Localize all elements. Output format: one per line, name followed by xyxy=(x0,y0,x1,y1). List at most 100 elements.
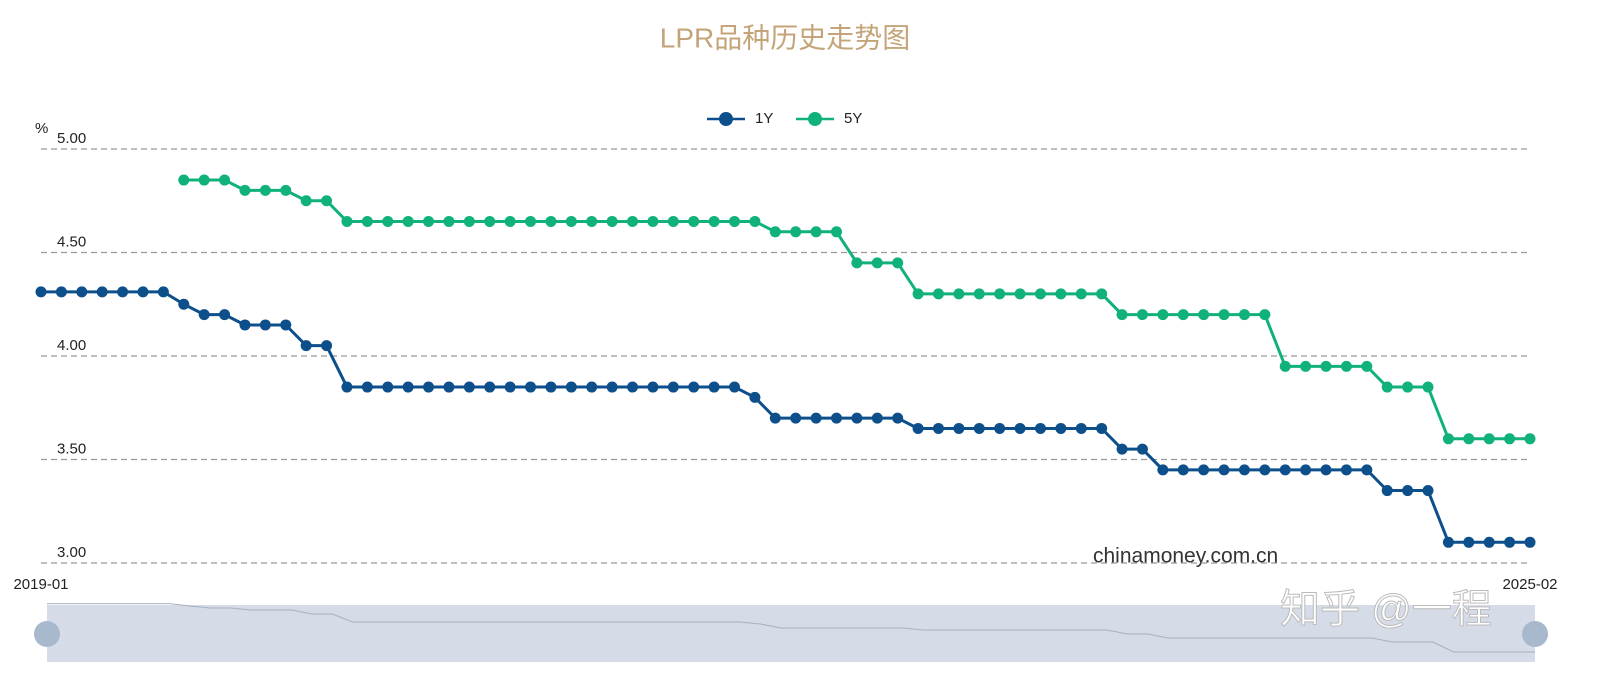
zoom-preview-line xyxy=(47,603,1535,653)
data-point xyxy=(1279,464,1291,476)
data-point xyxy=(463,381,475,393)
data-point xyxy=(300,195,312,207)
data-point xyxy=(1340,360,1352,372)
data-point xyxy=(1096,422,1108,434)
data-point xyxy=(912,422,924,434)
data-point xyxy=(830,412,842,424)
data-point xyxy=(1504,536,1516,548)
data-point xyxy=(1524,433,1536,445)
data-point xyxy=(1116,309,1128,321)
data-point xyxy=(1381,485,1393,497)
data-point xyxy=(137,286,149,298)
y-tick-label: 4.00 xyxy=(57,337,86,354)
data-point xyxy=(688,215,700,227)
data-point xyxy=(1279,360,1291,372)
data-point xyxy=(525,215,537,227)
data-point xyxy=(382,215,394,227)
zoom-track xyxy=(47,605,1535,662)
data-point xyxy=(1014,422,1026,434)
data-point xyxy=(525,381,537,393)
y-tick-label: 5.00 xyxy=(57,130,86,147)
data-point xyxy=(219,174,231,186)
data-point xyxy=(973,288,985,300)
data-point xyxy=(932,422,944,434)
data-point xyxy=(1238,309,1250,321)
data-point xyxy=(484,381,496,393)
data-point xyxy=(1218,464,1230,476)
data-point xyxy=(851,257,863,269)
zoom-handle[interactable] xyxy=(34,621,60,647)
data-point xyxy=(1014,288,1026,300)
chart-title: LPR品种历史走势图 xyxy=(660,22,910,53)
data-point xyxy=(1422,381,1434,393)
data-point xyxy=(1177,309,1189,321)
data-point xyxy=(117,286,129,298)
data-point xyxy=(198,309,210,321)
data-point xyxy=(769,412,781,424)
data-point xyxy=(423,215,435,227)
data-point xyxy=(361,381,373,393)
data-point xyxy=(1381,381,1393,393)
data-point xyxy=(178,174,190,186)
data-point xyxy=(402,215,414,227)
data-point xyxy=(667,215,679,227)
data-point xyxy=(953,422,965,434)
data-point xyxy=(259,184,271,196)
data-point xyxy=(973,422,985,434)
data-point xyxy=(1096,288,1108,300)
zoom-handle[interactable] xyxy=(1522,621,1548,647)
data-point xyxy=(55,286,67,298)
data-point xyxy=(871,257,883,269)
data-point xyxy=(606,215,618,227)
data-point xyxy=(321,340,333,352)
data-point xyxy=(545,381,557,393)
data-point xyxy=(1422,485,1434,497)
data-point xyxy=(321,195,333,207)
data-point xyxy=(1442,536,1454,548)
data-point xyxy=(545,215,557,227)
data-point xyxy=(994,288,1006,300)
data-point xyxy=(35,286,47,298)
data-point xyxy=(1442,433,1454,445)
data-point xyxy=(565,381,577,393)
data-zoom[interactable] xyxy=(34,603,1548,662)
data-point xyxy=(1402,381,1414,393)
legend-label: 1Y xyxy=(755,110,773,127)
data-point xyxy=(667,381,679,393)
data-point xyxy=(1524,536,1536,548)
legend-marker xyxy=(719,112,733,126)
data-point xyxy=(1198,309,1210,321)
data-point xyxy=(1361,464,1373,476)
data-point xyxy=(1320,360,1332,372)
data-point xyxy=(198,174,210,186)
data-point xyxy=(606,381,618,393)
data-point xyxy=(402,381,414,393)
data-point xyxy=(647,215,659,227)
data-point xyxy=(1157,464,1169,476)
data-point xyxy=(259,319,271,331)
data-point xyxy=(708,381,720,393)
data-point xyxy=(300,340,312,352)
data-point xyxy=(1402,485,1414,497)
data-point xyxy=(504,381,516,393)
data-point xyxy=(565,215,577,227)
data-point xyxy=(1136,309,1148,321)
data-point xyxy=(912,288,924,300)
data-point xyxy=(586,381,598,393)
data-point xyxy=(892,412,904,424)
data-point xyxy=(1483,536,1495,548)
legend-label: 5Y xyxy=(844,110,862,127)
data-point xyxy=(1075,422,1087,434)
legend-marker xyxy=(808,112,822,126)
data-point xyxy=(1075,288,1087,300)
data-point xyxy=(749,391,761,403)
data-point xyxy=(586,215,598,227)
data-point xyxy=(1116,443,1128,455)
data-point xyxy=(1055,422,1067,434)
data-point xyxy=(157,286,169,298)
data-point xyxy=(504,215,516,227)
watermark: 知乎 @一程 xyxy=(1280,588,1492,632)
data-point xyxy=(647,381,659,393)
data-point xyxy=(1198,464,1210,476)
data-point xyxy=(1218,309,1230,321)
